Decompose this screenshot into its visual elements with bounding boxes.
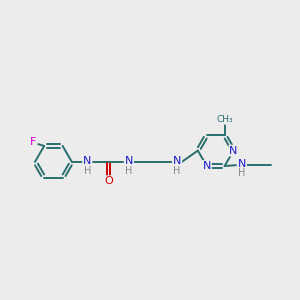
Text: N: N	[173, 156, 181, 166]
Text: H: H	[125, 166, 133, 176]
Text: F: F	[30, 137, 36, 147]
Text: N: N	[83, 156, 92, 166]
Text: H: H	[84, 166, 91, 176]
Text: N: N	[229, 146, 238, 156]
Text: N: N	[125, 156, 133, 166]
Text: H: H	[238, 169, 245, 178]
Text: H: H	[173, 166, 181, 176]
Text: N: N	[202, 161, 211, 171]
Text: CH₃: CH₃	[216, 115, 233, 124]
Text: O: O	[104, 176, 113, 186]
Text: N: N	[238, 159, 246, 169]
